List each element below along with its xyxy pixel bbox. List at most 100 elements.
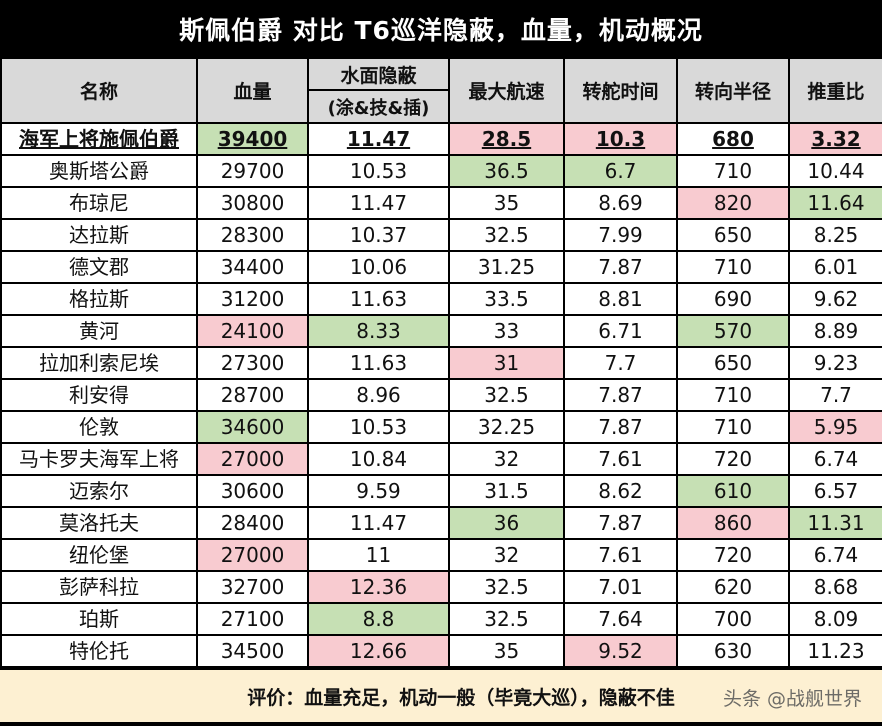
table-row: 布琼尼 30800 11.47 35 8.69 820 11.64 bbox=[0, 186, 882, 220]
turn-radius-cell: 650 bbox=[676, 346, 790, 380]
concealment-cell: 9.59 bbox=[307, 474, 450, 508]
hp-cell: 30800 bbox=[196, 186, 309, 220]
hp-cell: 39400 bbox=[196, 122, 309, 156]
ship-name: 海军上将施佩伯爵 bbox=[0, 122, 198, 156]
table-body: 海军上将施佩伯爵 39400 11.47 28.5 10.3 680 3.32 奥斯塔公爵 29… bbox=[0, 122, 882, 668]
concealment-cell: 8.96 bbox=[307, 378, 450, 412]
turn-radius-cell: 710 bbox=[676, 410, 790, 444]
header-turn-radius: 转向半径 bbox=[676, 57, 790, 124]
speed-cell: 32.5 bbox=[448, 378, 565, 412]
rudder-cell: 7.64 bbox=[563, 602, 678, 636]
power-weight-cell: 3.32 bbox=[788, 122, 882, 156]
power-weight-cell: 8.89 bbox=[788, 314, 882, 348]
ship-name: 利安得 bbox=[0, 378, 198, 412]
header-power-weight: 推重比 bbox=[788, 57, 882, 124]
speed-cell: 32.5 bbox=[448, 218, 565, 252]
hp-cell: 30600 bbox=[196, 474, 309, 508]
table-row: 伦敦 34600 10.53 32.25 7.87 710 5.95 bbox=[0, 410, 882, 444]
speed-cell: 32 bbox=[448, 442, 565, 476]
power-weight-cell: 11.64 bbox=[788, 186, 882, 220]
hp-cell: 28400 bbox=[196, 506, 309, 540]
watermark: 头条 @战舰世界 bbox=[722, 688, 862, 710]
rudder-cell: 8.62 bbox=[563, 474, 678, 508]
speed-cell: 33.5 bbox=[448, 282, 565, 316]
table-row: 莫洛托夫 28400 11.47 36 7.87 860 11.31 bbox=[0, 506, 882, 540]
rudder-cell: 7.87 bbox=[563, 410, 678, 444]
rudder-cell: 7.87 bbox=[563, 250, 678, 284]
speed-cell: 28.5 bbox=[448, 122, 565, 156]
power-weight-cell: 11.31 bbox=[788, 506, 882, 540]
concealment-cell: 11.47 bbox=[307, 186, 450, 220]
hp-cell: 34400 bbox=[196, 250, 309, 284]
header-max-speed: 最大航速 bbox=[448, 57, 565, 124]
power-weight-cell: 6.74 bbox=[788, 442, 882, 476]
power-weight-cell: 7.7 bbox=[788, 378, 882, 412]
turn-radius-cell: 860 bbox=[676, 506, 790, 540]
hp-cell: 28700 bbox=[196, 378, 309, 412]
concealment-cell: 11.47 bbox=[307, 122, 450, 156]
rudder-cell: 7.61 bbox=[563, 442, 678, 476]
hp-cell: 29700 bbox=[196, 154, 309, 188]
speed-cell: 36.5 bbox=[448, 154, 565, 188]
header-concealment: 水面隐蔽 bbox=[307, 57, 450, 91]
power-weight-cell: 6.57 bbox=[788, 474, 882, 508]
speed-cell: 35 bbox=[448, 186, 565, 220]
turn-radius-cell: 720 bbox=[676, 538, 790, 572]
concealment-cell: 10.53 bbox=[307, 410, 450, 444]
header-hp: 血量 bbox=[196, 57, 309, 124]
turn-radius-cell: 690 bbox=[676, 282, 790, 316]
table-row: 海军上将施佩伯爵 39400 11.47 28.5 10.3 680 3.32 bbox=[0, 122, 882, 156]
ship-name: 珀斯 bbox=[0, 602, 198, 636]
table-row: 拉加利索尼埃 27300 11.63 31 7.7 650 9.23 bbox=[0, 346, 882, 380]
turn-radius-cell: 630 bbox=[676, 634, 790, 668]
power-weight-cell: 6.01 bbox=[788, 250, 882, 284]
concealment-cell: 12.66 bbox=[307, 634, 450, 668]
table-row: 纽伦堡 27000 11 32 7.61 720 6.74 bbox=[0, 538, 882, 572]
concealment-cell: 12.36 bbox=[307, 570, 450, 604]
hp-cell: 31200 bbox=[196, 282, 309, 316]
table-row: 马卡罗夫海军上将 27000 10.84 32 7.61 720 6.74 bbox=[0, 442, 882, 476]
power-weight-cell: 8.68 bbox=[788, 570, 882, 604]
turn-radius-cell: 680 bbox=[676, 122, 790, 156]
speed-cell: 36 bbox=[448, 506, 565, 540]
ship-name: 伦敦 bbox=[0, 410, 198, 444]
speed-cell: 31 bbox=[448, 346, 565, 380]
speed-cell: 32.5 bbox=[448, 570, 565, 604]
concealment-cell: 11 bbox=[307, 538, 450, 572]
header-concealment-sub: (涂&技&插) bbox=[307, 89, 450, 124]
turn-radius-cell: 650 bbox=[676, 218, 790, 252]
rudder-cell: 7.87 bbox=[563, 506, 678, 540]
hp-cell: 27300 bbox=[196, 346, 309, 380]
comparison-table: 名称 血量 水面隐蔽 最大航速 转舵时间 转向半径 推重比 (涂&技&插) 海军… bbox=[0, 57, 882, 668]
ship-name: 特伦托 bbox=[0, 634, 198, 668]
power-weight-cell: 9.23 bbox=[788, 346, 882, 380]
hp-cell: 28300 bbox=[196, 218, 309, 252]
speed-cell: 32.25 bbox=[448, 410, 565, 444]
rudder-cell: 7.99 bbox=[563, 218, 678, 252]
table-row: 特伦托 34500 12.66 35 9.52 630 11.23 bbox=[0, 634, 882, 668]
ship-name: 纽伦堡 bbox=[0, 538, 198, 572]
header-name: 名称 bbox=[0, 57, 198, 124]
turn-radius-cell: 700 bbox=[676, 602, 790, 636]
ship-name: 莫洛托夫 bbox=[0, 506, 198, 540]
speed-cell: 32.5 bbox=[448, 602, 565, 636]
table-row: 彭萨科拉 32700 12.36 32.5 7.01 620 8.68 bbox=[0, 570, 882, 604]
speed-cell: 33 bbox=[448, 314, 565, 348]
concealment-cell: 8.33 bbox=[307, 314, 450, 348]
speed-cell: 35 bbox=[448, 634, 565, 668]
ship-name: 达拉斯 bbox=[0, 218, 198, 252]
concealment-cell: 11.63 bbox=[307, 282, 450, 316]
ship-name: 奥斯塔公爵 bbox=[0, 154, 198, 188]
power-weight-cell: 9.62 bbox=[788, 282, 882, 316]
table-row: 迈索尔 30600 9.59 31.5 8.62 610 6.57 bbox=[0, 474, 882, 508]
turn-radius-cell: 710 bbox=[676, 154, 790, 188]
turn-radius-cell: 710 bbox=[676, 378, 790, 412]
turn-radius-cell: 720 bbox=[676, 442, 790, 476]
rudder-cell: 8.69 bbox=[563, 186, 678, 220]
rudder-cell: 10.3 bbox=[563, 122, 678, 156]
footer-evaluation: 评价：血量充足，机动一般（毕竟大巡），隐蔽不佳 头条 @战舰世界 bbox=[0, 668, 882, 726]
ship-name: 布琼尼 bbox=[0, 186, 198, 220]
ship-name: 德文郡 bbox=[0, 250, 198, 284]
power-weight-cell: 5.95 bbox=[788, 410, 882, 444]
rudder-cell: 8.81 bbox=[563, 282, 678, 316]
